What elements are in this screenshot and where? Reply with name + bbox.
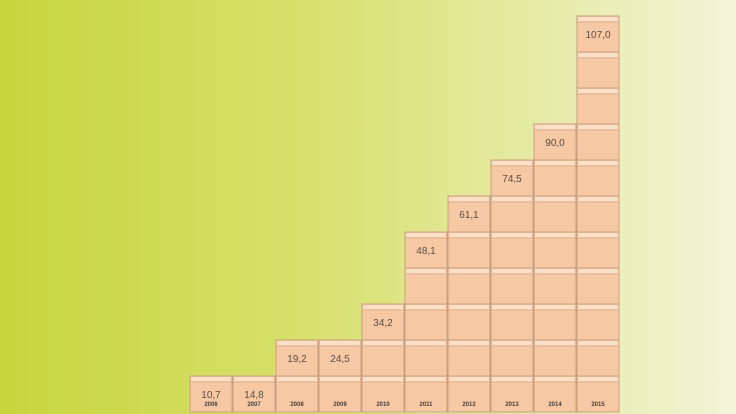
tick-label-2014: 2014 xyxy=(548,402,562,408)
box-2009-2 xyxy=(318,339,362,377)
data-label-2009: 24,5 xyxy=(330,354,350,365)
box-2008-2 xyxy=(275,339,319,377)
box-2008-1 xyxy=(275,375,319,413)
box-2015-5 xyxy=(576,231,620,269)
tick-label-2007: 2007 xyxy=(247,402,261,408)
data-label-2015: 107,0 xyxy=(585,30,610,41)
box-2014-2 xyxy=(533,339,577,377)
data-label-2010: 34,2 xyxy=(373,318,393,329)
data-label-2014: 90,0 xyxy=(545,138,565,149)
box-2012-1 xyxy=(447,375,491,413)
data-label-2012: 61,1 xyxy=(459,210,479,221)
data-label-2013: 74,5 xyxy=(502,174,522,185)
box-2013-3 xyxy=(490,303,534,341)
box-2011-5 xyxy=(404,231,448,269)
box-2014-6 xyxy=(533,195,577,233)
box-2012-4 xyxy=(447,267,491,305)
box-2015-7 xyxy=(576,159,620,197)
box-2015-4 xyxy=(576,267,620,305)
box-2009-1 xyxy=(318,375,362,413)
tick-label-2010: 2010 xyxy=(376,402,390,408)
bar-column-2014: 90,0 2014 xyxy=(533,123,577,413)
data-label-2011: 48,1 xyxy=(416,246,436,257)
box-2014-3 xyxy=(533,303,577,341)
box-2012-2 xyxy=(447,339,491,377)
tick-label-2011: 2011 xyxy=(419,402,433,408)
tick-label-2008: 2008 xyxy=(290,402,304,408)
box-2012-5 xyxy=(447,231,491,269)
tick-label-2015: 2015 xyxy=(591,402,605,408)
tick-label-2013: 2013 xyxy=(505,402,519,408)
data-label-2007: 14,8 xyxy=(244,390,264,401)
box-2013-7 xyxy=(490,159,534,197)
box-2013-5 xyxy=(490,231,534,269)
box-2015-3 xyxy=(576,303,620,341)
box-2010-3 xyxy=(361,303,405,341)
box-2011-2 xyxy=(404,339,448,377)
bar-column-2008: 19,2 2008 xyxy=(275,339,319,413)
box-2015-9 xyxy=(576,87,620,125)
box-2011-3 xyxy=(404,303,448,341)
tick-label-2012: 2012 xyxy=(462,402,476,408)
data-label-2008: 19,2 xyxy=(287,354,307,365)
box-2014-8 xyxy=(533,123,577,161)
box-2013-4 xyxy=(490,267,534,305)
box-2006-1 xyxy=(189,375,233,413)
box-2013-1 xyxy=(490,375,534,413)
box-2013-2 xyxy=(490,339,534,377)
box-2007-1 xyxy=(232,375,276,413)
box-2011-4 xyxy=(404,267,448,305)
box-2012-3 xyxy=(447,303,491,341)
box-2015-10 xyxy=(576,51,620,89)
bar-column-2015: 107,0 2015 xyxy=(576,15,620,413)
data-label-2006: 10,7 xyxy=(201,390,221,401)
bar-column-2009: 24,5 2009 xyxy=(318,339,362,413)
box-2014-1 xyxy=(533,375,577,413)
box-2015-8 xyxy=(576,123,620,161)
box-2012-6 xyxy=(447,195,491,233)
bar-column-2012: 61,1 2012 xyxy=(447,195,491,413)
tick-label-2006: 2006 xyxy=(204,402,218,408)
bar-column-2013: 74,5 2013 xyxy=(490,159,534,413)
box-2015-2 xyxy=(576,339,620,377)
box-2010-2 xyxy=(361,339,405,377)
box-2011-1 xyxy=(404,375,448,413)
bar-column-2011: 48,1 2011 xyxy=(404,231,448,413)
box-2014-7 xyxy=(533,159,577,197)
box-2015-6 xyxy=(576,195,620,233)
box-2013-6 xyxy=(490,195,534,233)
bar-column-2010: 34,2 2010 xyxy=(361,303,405,413)
box-2015-11 xyxy=(576,15,620,53)
tick-label-2009: 2009 xyxy=(333,402,347,408)
box-2014-5 xyxy=(533,231,577,269)
box-2015-1 xyxy=(576,375,620,413)
box-2014-4 xyxy=(533,267,577,305)
